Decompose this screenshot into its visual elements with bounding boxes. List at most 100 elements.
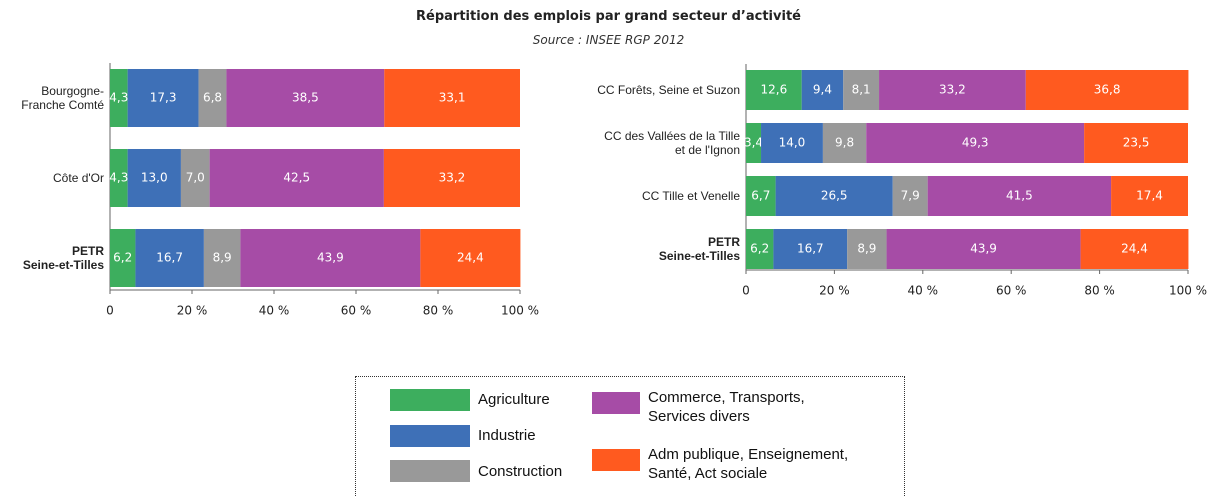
bar-segment bbox=[746, 229, 774, 269]
bar-segment bbox=[135, 229, 204, 287]
value-label: 33,2 bbox=[439, 171, 466, 185]
bar-segment bbox=[761, 123, 823, 163]
bar-segment bbox=[866, 123, 1085, 163]
bar-segment bbox=[110, 149, 128, 207]
bar-segment bbox=[927, 176, 1112, 216]
bar-segment bbox=[1111, 176, 1188, 216]
value-label: 24,4 bbox=[457, 251, 484, 265]
bar-segment bbox=[127, 149, 181, 207]
bar-segment bbox=[226, 69, 385, 127]
x-tick-label: 20 % bbox=[819, 284, 850, 298]
bar-segment bbox=[822, 123, 867, 163]
chart-title: Répartition des emplois par grand secteu… bbox=[416, 9, 801, 24]
value-label: 36,8 bbox=[1094, 83, 1121, 97]
value-label: 9,4 bbox=[813, 83, 832, 97]
legend-label: Industrie bbox=[478, 427, 536, 444]
value-label: 3,4 bbox=[744, 136, 763, 150]
bar-segment bbox=[110, 69, 128, 127]
category-label: CC Forêts, Seine et Suzon bbox=[597, 83, 740, 97]
x-tick-label: 100 % bbox=[501, 304, 539, 318]
value-label: 6,2 bbox=[113, 251, 132, 265]
value-label: 6,8 bbox=[203, 91, 222, 105]
legend-swatch bbox=[592, 392, 640, 414]
value-label: 43,9 bbox=[970, 242, 997, 256]
bar-segment bbox=[1080, 229, 1189, 269]
x-tick-label: 60 % bbox=[341, 304, 372, 318]
value-label: 24,4 bbox=[1121, 242, 1148, 256]
bar-segment bbox=[847, 229, 887, 269]
bar-segment bbox=[843, 70, 880, 110]
category-label: CC Tille et Venelle bbox=[641, 189, 740, 203]
bar-segment bbox=[384, 69, 520, 127]
bar-segment bbox=[879, 70, 1026, 110]
category-label: PETR Seine-et-Tilles bbox=[658, 235, 740, 263]
bar-segment bbox=[209, 149, 384, 207]
value-label: 6,2 bbox=[750, 242, 769, 256]
value-label: 17,3 bbox=[150, 91, 177, 105]
value-label: 16,7 bbox=[797, 242, 824, 256]
value-label: 16,7 bbox=[156, 251, 183, 265]
value-label: 8,9 bbox=[857, 242, 876, 256]
bar-segment bbox=[746, 176, 776, 216]
chart-subtitle: Source : INSEE RGP 2012 bbox=[532, 33, 685, 47]
value-label: 7,9 bbox=[901, 189, 920, 203]
value-label: 8,1 bbox=[852, 83, 871, 97]
value-label: 9,8 bbox=[835, 136, 854, 150]
value-label: 12,6 bbox=[760, 83, 787, 97]
legend-swatch bbox=[390, 389, 470, 411]
x-tick-label: 0 bbox=[742, 284, 750, 298]
bar-segment bbox=[198, 69, 227, 127]
legend bbox=[355, 376, 905, 497]
bar-segment bbox=[801, 70, 844, 110]
bar-segment bbox=[110, 229, 136, 287]
bar-segment bbox=[886, 229, 1081, 269]
legend-swatch bbox=[390, 425, 470, 447]
bar-segment bbox=[1025, 70, 1189, 110]
x-tick-label: 20 % bbox=[177, 304, 208, 318]
value-label: 43,9 bbox=[317, 251, 344, 265]
value-label: 6,7 bbox=[751, 189, 770, 203]
bar-segment bbox=[1084, 123, 1188, 163]
value-label: 8,9 bbox=[213, 251, 232, 265]
value-label: 4,3 bbox=[109, 171, 128, 185]
value-label: 23,5 bbox=[1123, 136, 1150, 150]
bar-segment bbox=[892, 176, 928, 216]
legend-label: Adm publique, Enseignement, Santé, Act s… bbox=[648, 446, 849, 482]
legend-swatch bbox=[592, 449, 640, 471]
legend-label: Construction bbox=[478, 463, 563, 480]
category-label: PETR Seine-et-Tilles bbox=[22, 244, 104, 272]
value-label: 33,1 bbox=[439, 91, 466, 105]
x-tick-label: 40 % bbox=[908, 284, 939, 298]
bar-segment bbox=[420, 229, 521, 287]
legend-swatch bbox=[390, 460, 470, 482]
legend-label: Agriculture bbox=[478, 391, 550, 408]
bar-segment bbox=[203, 229, 241, 287]
value-label: 33,2 bbox=[939, 83, 966, 97]
x-tick-label: 80 % bbox=[423, 304, 454, 318]
bar-segment bbox=[383, 149, 520, 207]
value-label: 14,0 bbox=[779, 136, 806, 150]
bar-segment bbox=[775, 176, 893, 216]
x-tick-label: 60 % bbox=[996, 284, 1027, 298]
category-label: CC des Vallées de la Tille et de l'Ignon bbox=[604, 129, 740, 157]
x-tick-label: 40 % bbox=[259, 304, 290, 318]
x-tick-label: 0 bbox=[106, 304, 114, 318]
value-label: 42,5 bbox=[283, 171, 310, 185]
bar-segment bbox=[746, 123, 762, 163]
bar-segment bbox=[127, 69, 199, 127]
value-label: 13,0 bbox=[141, 171, 168, 185]
value-label: 17,4 bbox=[1136, 189, 1163, 203]
x-tick-label: 100 % bbox=[1169, 284, 1207, 298]
category-label: Bourgogne- Franche Comté bbox=[21, 84, 104, 112]
value-label: 4,3 bbox=[109, 91, 128, 105]
value-label: 38,5 bbox=[292, 91, 319, 105]
bar-segment bbox=[746, 70, 802, 110]
value-label: 26,5 bbox=[821, 189, 848, 203]
bar-segment bbox=[773, 229, 848, 269]
bar-segment bbox=[180, 149, 210, 207]
bar-segment bbox=[240, 229, 421, 287]
category-label: Côte d'Or bbox=[53, 171, 104, 185]
legend-label: Commerce, Transports, Services divers bbox=[648, 389, 805, 425]
